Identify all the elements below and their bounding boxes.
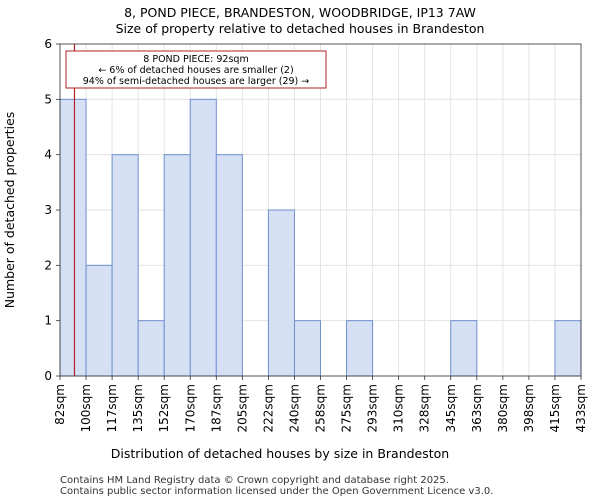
x-tick-label: 187sqm	[209, 384, 223, 432]
x-axis-ticks: 82sqm 100sqm 117sqm 135sqm 152sqm 170sqm 187sq…	[53, 376, 588, 432]
x-tick-label: 258sqm	[314, 384, 328, 432]
bar-222sqm	[267, 209, 295, 377]
x-tick-label: 363sqm	[470, 384, 484, 432]
x-tick-label: 100sqm	[79, 384, 93, 432]
y-tick-label: 1	[44, 314, 52, 328]
x-tick-label: 415sqm	[548, 384, 562, 432]
x-tick-label: 152sqm	[157, 384, 171, 432]
x-tick-label: 82sqm	[53, 384, 67, 425]
bar-275sqm	[346, 320, 374, 377]
x-tick-label: 380sqm	[496, 384, 510, 432]
bar-415sqm	[554, 320, 582, 377]
x-tick-label: 170sqm	[183, 384, 197, 432]
x-tick-label: 293sqm	[366, 384, 380, 432]
y-tick-label: 0	[44, 369, 52, 383]
y-axis-ticks: 0 1 2 3 4 5 6	[44, 37, 60, 383]
x-tick-label: 117sqm	[105, 384, 119, 432]
x-tick-label: 328sqm	[418, 384, 432, 432]
y-tick-label: 6	[44, 37, 52, 51]
x-tick-label: 310sqm	[392, 384, 406, 432]
bars-group	[59, 98, 582, 377]
y-tick-label: 3	[44, 203, 52, 217]
chart-subtitle: Size of property relative to detached ho…	[116, 21, 485, 36]
y-axis-label: Number of detached properties	[2, 112, 17, 309]
y-tick-label: 5	[44, 92, 52, 106]
footer-line-1: Contains HM Land Registry data © Crown c…	[60, 475, 449, 486]
bar-187sqm	[215, 154, 243, 377]
bar-170sqm	[189, 98, 217, 377]
chart-title: 8, POND PIECE, BRANDESTON, WOODBRIDGE, I…	[124, 5, 476, 20]
footer-line-2: Contains public sector information licen…	[60, 486, 493, 497]
bar-117sqm	[111, 154, 139, 377]
x-tick-label: 275sqm	[340, 384, 354, 432]
x-tick-label: 135sqm	[131, 384, 145, 432]
x-tick-label: 205sqm	[235, 384, 249, 432]
x-tick-label: 240sqm	[287, 384, 301, 432]
annotation-line-1: 8 POND PIECE: 92sqm	[143, 54, 248, 65]
bar-100sqm	[85, 264, 113, 377]
x-tick-label: 222sqm	[261, 384, 275, 432]
x-tick-label: 433sqm	[574, 384, 588, 432]
annotation-line-3: 94% of semi-detached houses are larger (…	[83, 76, 310, 87]
y-tick-label: 2	[44, 258, 52, 272]
bar-152sqm	[163, 154, 191, 377]
y-tick-label: 4	[44, 148, 52, 162]
x-tick-label: 345sqm	[444, 384, 458, 432]
marker-annotation: 8 POND PIECE: 92sqm ← 6% of detached hou…	[65, 50, 327, 89]
annotation-box	[65, 50, 327, 89]
annotation-line-2: ← 6% of detached houses are smaller (2)	[98, 65, 293, 76]
x-axis-label: Distribution of detached houses by size …	[111, 446, 449, 461]
x-tick-label: 398sqm	[522, 384, 536, 432]
bar-82sqm	[59, 98, 87, 377]
bar-240sqm	[293, 320, 322, 377]
bar-135sqm	[137, 320, 165, 377]
bar-345sqm	[450, 320, 478, 377]
